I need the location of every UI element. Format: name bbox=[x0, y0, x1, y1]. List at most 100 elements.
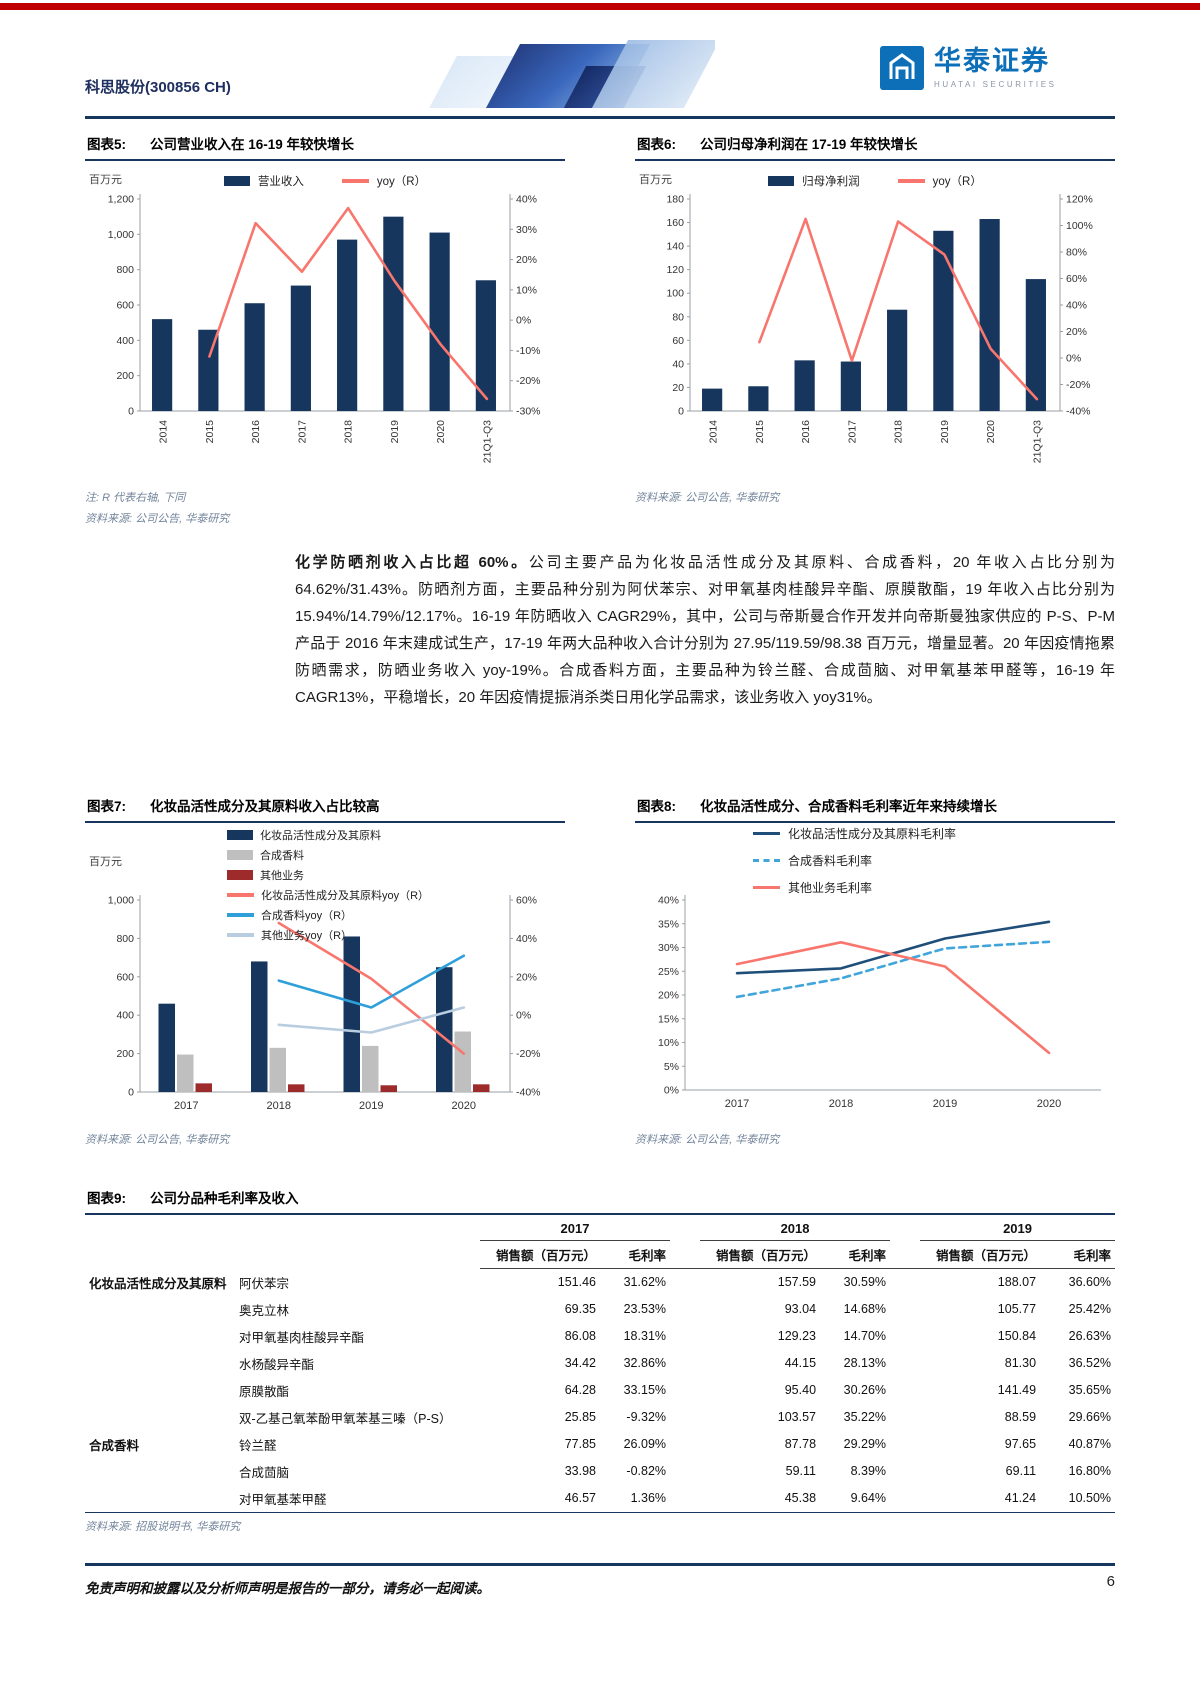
sales-value: 87.78 bbox=[784, 1437, 817, 1451]
svg-text:-40%: -40% bbox=[1066, 406, 1091, 418]
svg-text:1,000: 1,000 bbox=[108, 229, 134, 241]
svg-text:2020: 2020 bbox=[1037, 1098, 1061, 1110]
legend-label: 合成香料 bbox=[260, 850, 304, 862]
svg-text:2020: 2020 bbox=[435, 420, 447, 444]
spacer bbox=[890, 1404, 920, 1431]
figure-7-chart-area: 百万元 化妆品活性成分及其原料 合成香料 其他业务 化妆品活性成分及其原料yoy（R）… bbox=[85, 823, 565, 1123]
sales-value: 103.57 bbox=[777, 1410, 817, 1424]
legend-swatch bbox=[227, 830, 253, 840]
margin-header: 毛利率 bbox=[820, 1240, 891, 1269]
margin-value: 14.68% bbox=[843, 1302, 887, 1316]
product-name: 对甲氧基苯甲醛 bbox=[235, 1484, 480, 1513]
year-header: 2017 bbox=[480, 1217, 671, 1241]
svg-text:30%: 30% bbox=[658, 942, 679, 954]
svg-text:2019: 2019 bbox=[359, 1100, 383, 1112]
margin-value: 30.59% bbox=[843, 1275, 887, 1290]
figure-8-legend: 化妆品活性成分及其原料毛利率 合成香料毛利率 其他业务毛利率 bbox=[753, 825, 956, 896]
spacer bbox=[890, 1458, 920, 1485]
figure-7-legend: 化妆品活性成分及其原料 合成香料 其他业务 化妆品活性成分及其原料yoy（R） 合成香料… bbox=[227, 827, 429, 943]
spacer bbox=[890, 1377, 920, 1404]
legend-label: yoy（R） bbox=[932, 176, 982, 188]
svg-text:800: 800 bbox=[116, 933, 134, 945]
sales-value: 88.59 bbox=[1004, 1410, 1037, 1424]
legend-item: 其他业务毛利率 bbox=[753, 879, 956, 896]
svg-text:20%: 20% bbox=[1066, 326, 1087, 338]
margin-value: 28.13% bbox=[843, 1356, 887, 1370]
brand-name-en: HUATAI SECURITIES bbox=[934, 79, 1057, 89]
figure-6-label: 图表6: bbox=[637, 137, 677, 152]
svg-text:-20%: -20% bbox=[516, 375, 541, 387]
table-row: 原膜散酯 64.28 33.15% 95.40 30.26% 141.49 35.65% bbox=[85, 1377, 1115, 1404]
sales-value: 34.42 bbox=[564, 1356, 596, 1370]
spacer bbox=[670, 1404, 700, 1431]
figure-9-title: 图表9: 公司分品种毛利率及收入 bbox=[85, 1185, 1115, 1215]
svg-text:2017: 2017 bbox=[174, 1100, 198, 1112]
spacer bbox=[890, 1323, 920, 1350]
year-header: 2018 bbox=[700, 1217, 891, 1241]
spacer bbox=[890, 1484, 921, 1513]
svg-text:1,200: 1,200 bbox=[108, 194, 134, 206]
product-name: 奥克立林 bbox=[239, 1303, 290, 1318]
figure-5-source: 资料来源: 公司公告, 华泰研究 bbox=[85, 513, 230, 525]
svg-text:600: 600 bbox=[116, 300, 134, 312]
header-decoration-graphic bbox=[425, 40, 715, 108]
table-subheader-row: 销售额（百万元） 毛利率 销售额（百万元） 毛利率 销售额（百万元） 毛利率 bbox=[85, 1240, 1116, 1269]
figure-9-table: 2017 2018 2019 销售额（百万元） 毛利率 销售额（百万元） 毛利率 销售额（百万… bbox=[85, 1217, 1116, 1513]
sales-value: 59.11 bbox=[785, 1464, 817, 1478]
figure-8-title-text: 化妆品活性成分、合成香料毛利率近年来持续增长 bbox=[700, 799, 998, 814]
legend-item: 合成香料毛利率 bbox=[753, 852, 956, 869]
paragraph-body: 公司主要产品为化妆品活性成分及其原料、合成香料，20 年收入占比分别为 64.6… bbox=[295, 554, 1115, 706]
margin-value: -0.82% bbox=[626, 1464, 667, 1478]
legend-swatch bbox=[227, 870, 253, 880]
product-name: 原膜散酯 bbox=[239, 1384, 290, 1399]
svg-text:40: 40 bbox=[672, 358, 684, 370]
svg-text:180: 180 bbox=[666, 194, 684, 206]
spacer bbox=[670, 1377, 700, 1404]
legend-swatch bbox=[227, 913, 254, 917]
legend-swatch bbox=[753, 859, 780, 862]
figure-5-legend: 营业收入 yoy（R） bbox=[85, 173, 565, 189]
svg-text:400: 400 bbox=[116, 335, 134, 347]
svg-text:2018: 2018 bbox=[893, 420, 905, 444]
svg-text:35%: 35% bbox=[658, 918, 679, 930]
svg-text:2016: 2016 bbox=[250, 420, 262, 444]
sales-value: 46.57 bbox=[480, 1484, 600, 1513]
group-name bbox=[85, 1484, 235, 1513]
table-row: 奥克立林 69.35 23.53% 93.04 14.68% 105.77 25.42% bbox=[85, 1296, 1115, 1323]
svg-text:2020: 2020 bbox=[452, 1100, 476, 1112]
sales-value: 93.04 bbox=[784, 1302, 817, 1316]
figure-7: 图表7: 化妆品活性成分及其原料收入占比较高 百万元 化妆品活性成分及其原料 合成… bbox=[85, 793, 565, 1147]
figure-6-title: 图表6: 公司归母净利润在 17-19 年较快增长 bbox=[635, 131, 1115, 161]
spacer bbox=[670, 1350, 700, 1377]
svg-text:80%: 80% bbox=[1066, 247, 1087, 259]
margin-value: 23.53% bbox=[623, 1302, 667, 1316]
sales-value: 33.98 bbox=[564, 1464, 596, 1478]
figure-6-title-text: 公司归母净利润在 17-19 年较快增长 bbox=[700, 137, 918, 152]
svg-text:2015: 2015 bbox=[754, 420, 766, 444]
svg-text:15%: 15% bbox=[658, 1013, 679, 1025]
svg-text:21Q1-Q3: 21Q1-Q3 bbox=[1031, 420, 1043, 463]
group-name bbox=[85, 1458, 235, 1485]
figure-5: 图表5: 公司营业收入在 16-19 年较快增长 百万元 营业收入 yoy（R） … bbox=[85, 131, 565, 526]
spacer bbox=[670, 1431, 700, 1458]
sales-header: 销售额（百万元） bbox=[920, 1240, 1041, 1269]
legend-item: yoy（R） bbox=[341, 173, 426, 189]
margin-value: 40.87% bbox=[1068, 1437, 1112, 1451]
svg-text:2014: 2014 bbox=[158, 420, 170, 444]
legend-label: 营业收入 bbox=[257, 176, 304, 188]
margin-value: 35.65% bbox=[1068, 1383, 1112, 1397]
legend-swatch bbox=[223, 176, 250, 186]
svg-text:40%: 40% bbox=[1066, 300, 1087, 312]
product-name: 对甲氧基肉桂酸异辛酯 bbox=[239, 1330, 365, 1345]
svg-text:0%: 0% bbox=[516, 315, 531, 327]
svg-text:120%: 120% bbox=[1066, 194, 1093, 206]
table-row: 对甲氧基肉桂酸异辛酯 86.08 18.31% 129.23 14.70% 150.84 2… bbox=[85, 1323, 1115, 1350]
legend-item: 其他业务 bbox=[227, 867, 429, 883]
legend-item: 营业收入 bbox=[223, 173, 304, 189]
legend-swatch bbox=[897, 179, 925, 183]
figure-5-chart: 0 200 400 600 800 1,000 1,200 -30% -20% -10% 0% 10%… bbox=[108, 194, 541, 464]
paragraph-lead: 化学防晒剂收入占比超 60%。 bbox=[295, 554, 529, 571]
svg-text:100: 100 bbox=[666, 288, 684, 300]
svg-text:0%: 0% bbox=[664, 1085, 679, 1097]
